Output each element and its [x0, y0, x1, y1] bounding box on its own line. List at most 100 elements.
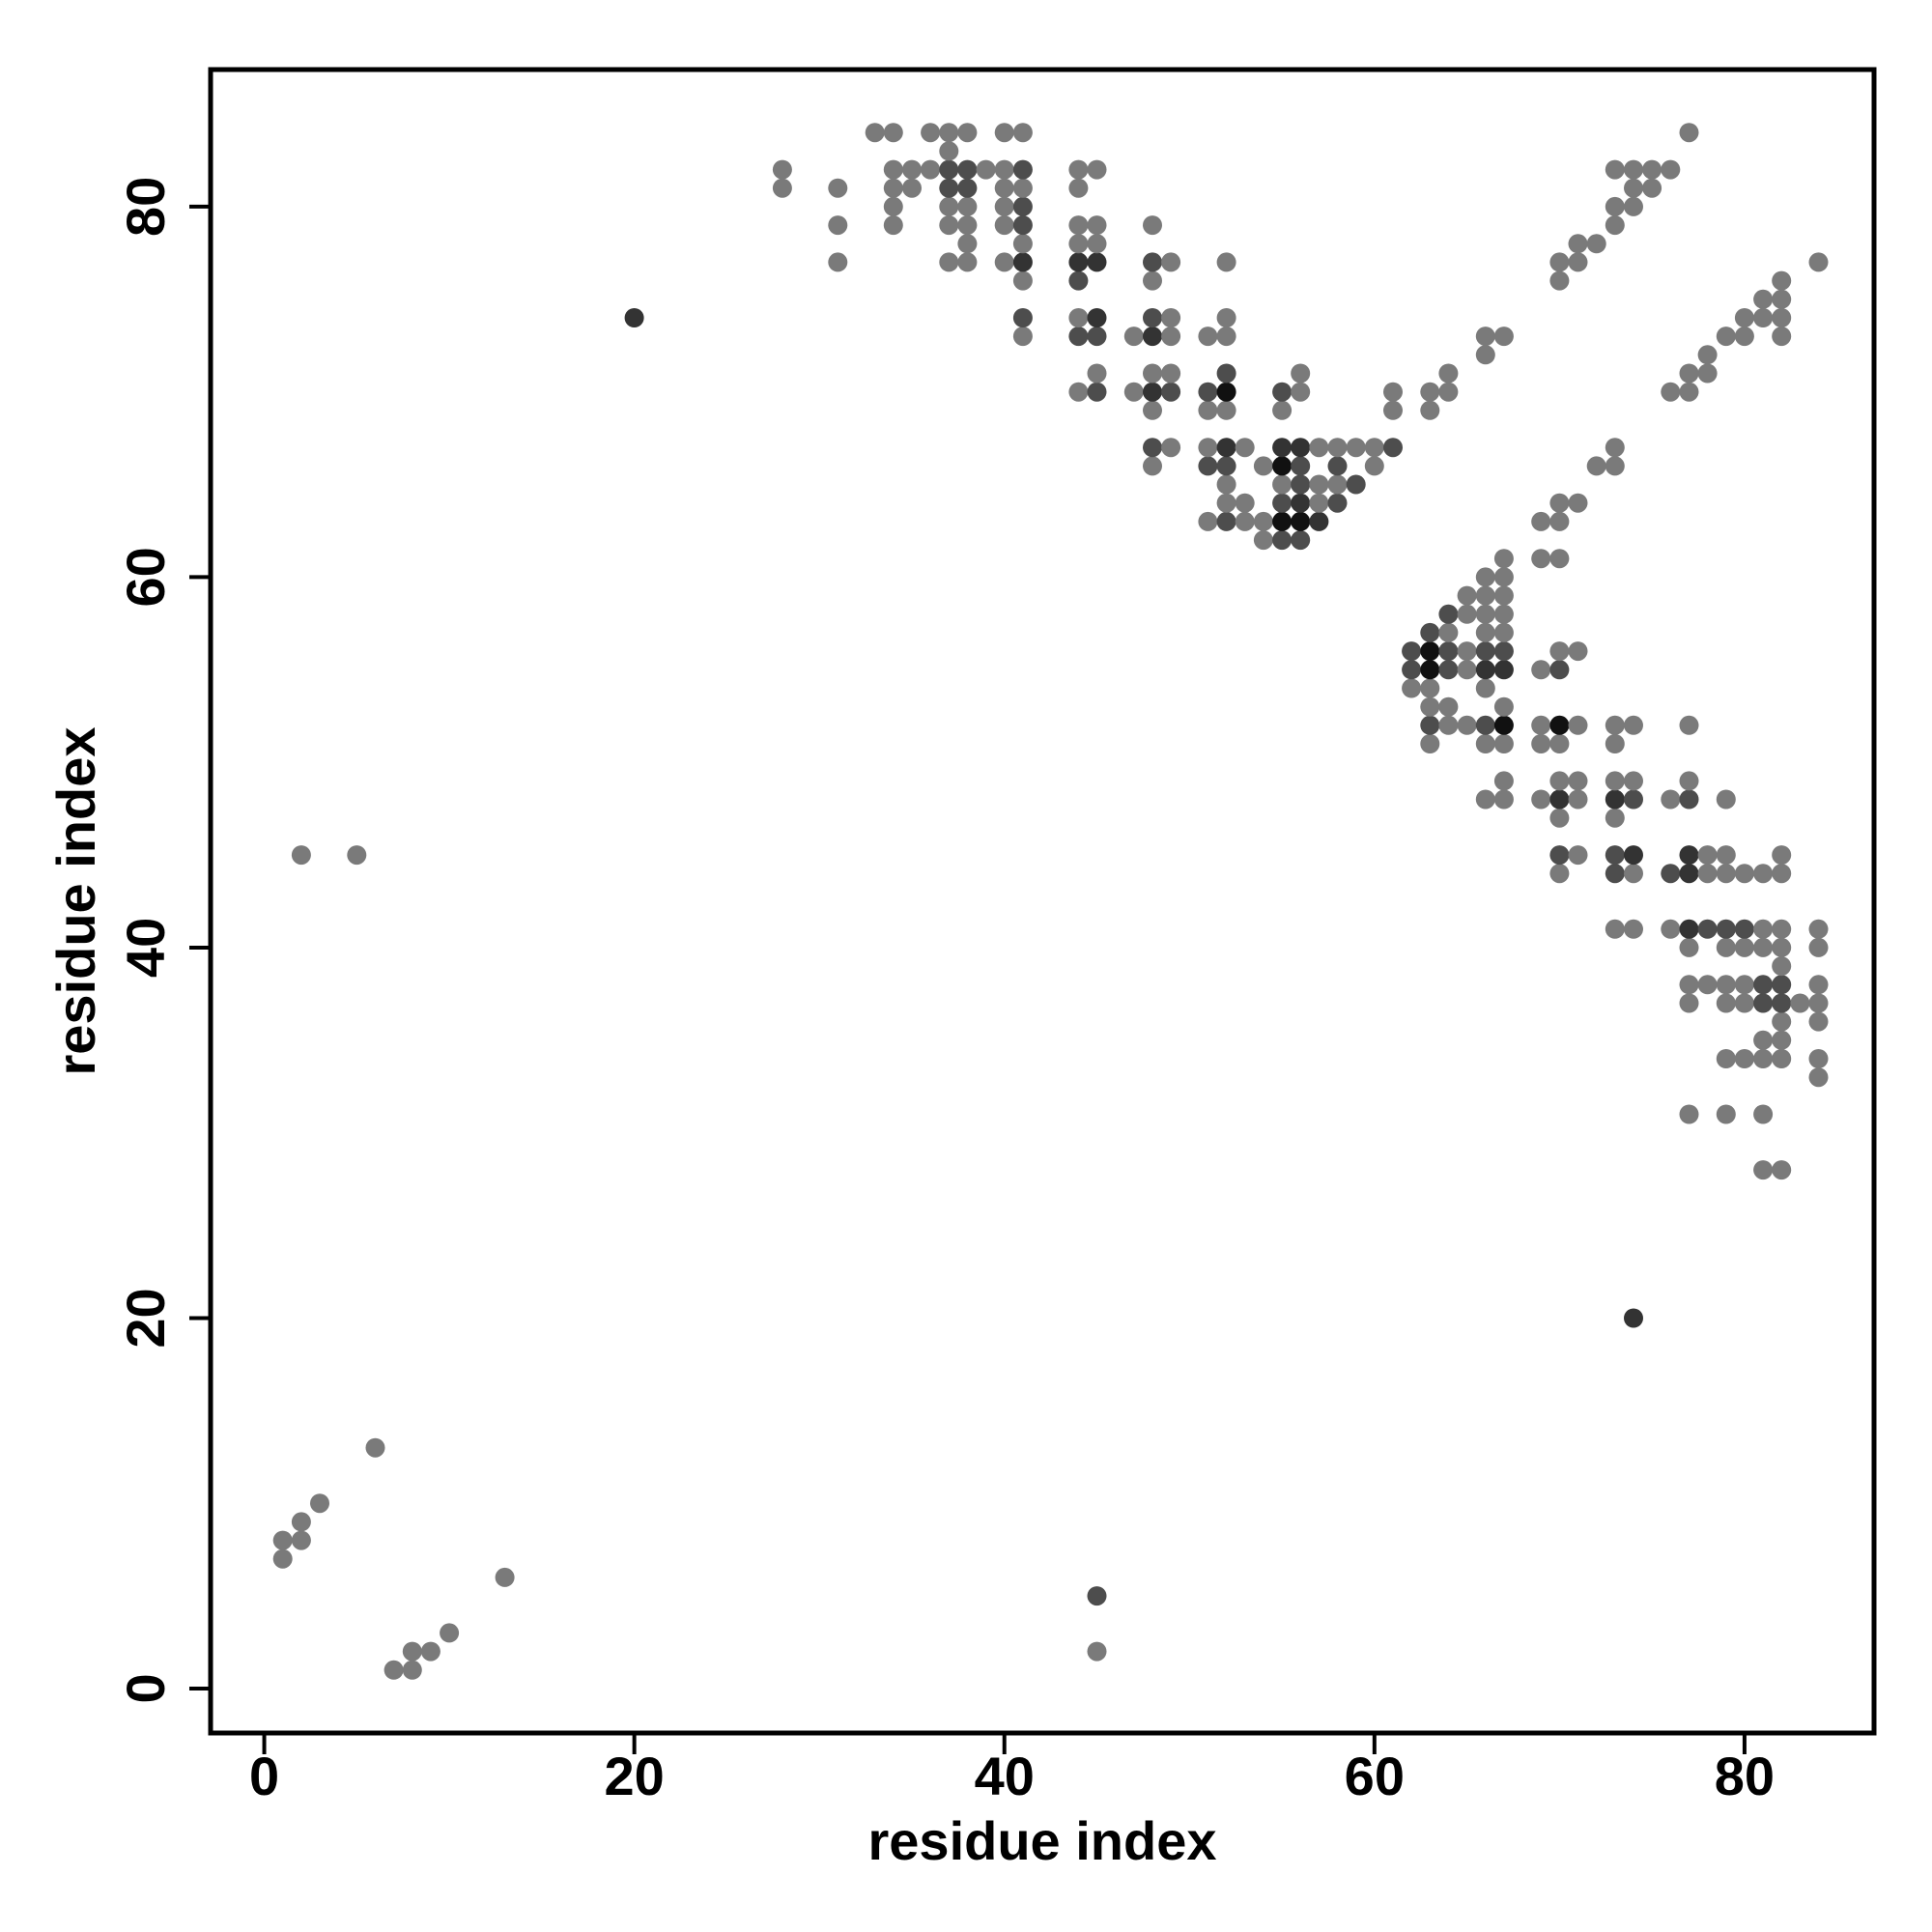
data-point	[1457, 585, 1477, 606]
data-point	[1531, 549, 1551, 569]
data-point	[1291, 511, 1311, 531]
y-tick-label: 40	[115, 918, 176, 978]
data-point	[1753, 864, 1774, 884]
data-point	[291, 1512, 311, 1532]
data-point	[1753, 1049, 1774, 1068]
data-point	[1808, 993, 1829, 1013]
data-point	[1457, 641, 1477, 662]
data-point	[1549, 864, 1570, 884]
data-point	[1624, 715, 1643, 735]
data-point	[1364, 438, 1384, 458]
data-point	[1772, 845, 1792, 866]
data-point	[365, 1437, 385, 1458]
data-point	[291, 1530, 311, 1550]
data-point	[1068, 215, 1089, 236]
data-point	[1216, 493, 1236, 513]
data-point	[957, 178, 978, 198]
data-point	[1012, 308, 1033, 327]
data-point	[1808, 919, 1829, 939]
data-point	[272, 1548, 293, 1569]
data-point	[1012, 252, 1033, 272]
data-point	[1716, 1049, 1736, 1068]
data-point	[272, 1530, 293, 1550]
data-point	[1420, 382, 1440, 402]
data-point	[1272, 456, 1293, 476]
data-point	[1531, 734, 1551, 753]
data-point	[1012, 196, 1033, 216]
data-point	[1716, 789, 1736, 810]
data-point	[1272, 382, 1293, 402]
data-point	[902, 159, 922, 180]
data-point	[994, 215, 1014, 236]
data-point	[1475, 567, 1495, 587]
data-point	[1087, 363, 1107, 384]
y-axis: 0 20 40 60 80	[115, 177, 211, 1704]
x-tick-label: 60	[1345, 1746, 1405, 1806]
data-point	[1420, 715, 1440, 735]
data-point	[1753, 993, 1774, 1013]
data-point	[994, 196, 1014, 216]
data-point	[1605, 456, 1625, 476]
data-point	[1383, 382, 1403, 402]
data-point	[1012, 327, 1033, 347]
data-point	[1716, 975, 1736, 995]
data-point	[1772, 937, 1792, 957]
data-point	[1087, 1586, 1107, 1606]
data-point	[1161, 382, 1181, 402]
data-point	[1420, 696, 1440, 717]
data-point	[1624, 845, 1643, 866]
data-point	[1291, 493, 1311, 513]
data-point	[828, 178, 848, 198]
data-point	[1624, 1308, 1643, 1328]
data-point	[1493, 734, 1514, 753]
data-point	[1772, 975, 1792, 995]
data-point	[1291, 438, 1311, 458]
data-point	[1808, 252, 1829, 272]
data-point	[1272, 511, 1293, 531]
data-point	[1216, 400, 1236, 420]
data-point	[1272, 438, 1293, 458]
data-point	[939, 159, 959, 180]
data-point	[1753, 1160, 1774, 1180]
data-point	[1198, 456, 1218, 476]
data-point	[1068, 252, 1089, 272]
data-point	[1420, 734, 1440, 753]
data-point	[865, 123, 885, 143]
data-point	[1161, 363, 1181, 384]
data-point	[1364, 456, 1384, 476]
data-point	[1235, 511, 1255, 531]
data-point	[1753, 1030, 1774, 1050]
data-point	[1679, 993, 1699, 1013]
x-tick-label: 0	[249, 1746, 279, 1806]
data-point	[828, 252, 848, 272]
data-point	[1493, 715, 1514, 735]
data-point	[1568, 234, 1588, 254]
data-point	[1624, 771, 1643, 791]
data-point	[976, 159, 996, 180]
data-point	[1568, 493, 1588, 513]
data-point	[1753, 975, 1774, 995]
data-point	[1679, 715, 1699, 735]
data-point	[1087, 234, 1107, 254]
data-point	[1549, 549, 1570, 569]
data-point	[1772, 1049, 1792, 1068]
data-point	[402, 1660, 422, 1680]
data-point	[1772, 956, 1792, 977]
data-point	[939, 141, 959, 161]
data-point	[310, 1493, 329, 1514]
data-point	[1493, 660, 1514, 680]
data-point	[347, 845, 367, 866]
data-point	[1087, 252, 1107, 272]
data-point	[1143, 327, 1162, 347]
data-point	[1568, 789, 1588, 810]
data-point	[1475, 585, 1495, 606]
data-point	[1327, 493, 1348, 513]
data-point	[1493, 789, 1514, 810]
data-point	[1161, 308, 1181, 327]
data-point	[1012, 178, 1033, 198]
data-point	[1253, 456, 1273, 476]
data-point	[1475, 622, 1495, 642]
data-point	[1198, 438, 1218, 458]
data-point	[939, 252, 959, 272]
